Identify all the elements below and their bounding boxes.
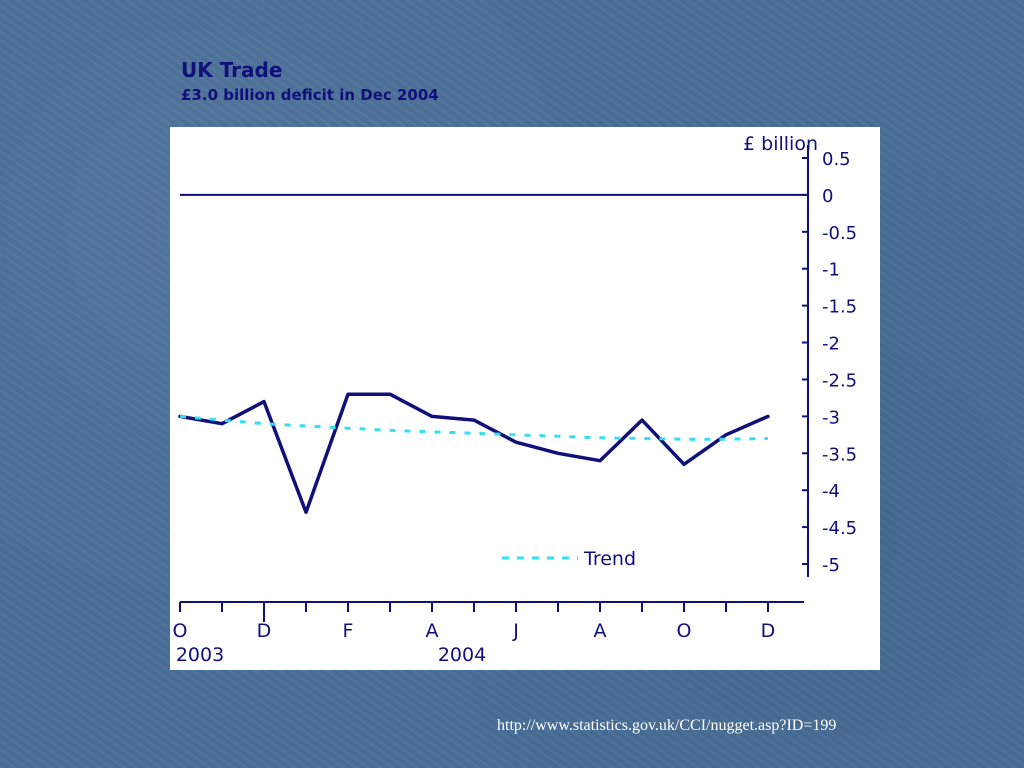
x-tick-label: J: [512, 620, 519, 642]
x-tick-label: D: [257, 620, 272, 642]
y-tick-label: -4: [822, 481, 840, 502]
trade-balance-chart: 0.5 0 -0.5 -1 -1.5 -2 -2.5 -3 -3.5 -4 -4.5 -5 £ bill…: [173, 133, 858, 666]
chart-panel: 0.5 0 -0.5 -1 -1.5 -2 -2.5 -3 -3.5 -4 -4.5 -5 £ bill…: [170, 127, 880, 670]
y-tick-label: -1: [822, 260, 840, 281]
x-tick-label: O: [173, 620, 188, 642]
y-tick-label: -1.5: [822, 297, 857, 318]
year-label: 2003: [176, 644, 224, 666]
slide-subtitle: £3.0 billion deficit in Dec 2004: [181, 86, 439, 104]
x-tick-label: A: [426, 620, 439, 642]
source-link[interactable]: http://www.statistics.gov.uk/CCI/nugget.…: [497, 717, 837, 734]
y-tick-label: -4.5: [822, 518, 857, 539]
y-tick-label: -2: [822, 334, 840, 355]
y-axis-unit-label: £ billion: [743, 133, 818, 155]
y-tick-label: 0: [822, 186, 833, 207]
y-tick-label: -3.5: [822, 444, 857, 465]
x-tick-label: D: [761, 620, 776, 642]
y-tick-label: -5: [822, 555, 840, 576]
x-tick-label: F: [343, 620, 354, 642]
y-tick-label: -0.5: [822, 223, 857, 244]
slide-title: UK Trade: [181, 58, 283, 82]
trade-balance-series-line: [178, 392, 770, 515]
legend-trend-label: Trend: [583, 548, 636, 570]
y-tick-label: -2.5: [822, 370, 857, 391]
x-tick-label: A: [594, 620, 607, 642]
y-tick-label: -3: [822, 407, 840, 428]
x-tick-label: O: [677, 620, 692, 642]
y-tick-label: 0.5: [822, 149, 851, 170]
year-label: 2004: [438, 644, 486, 666]
